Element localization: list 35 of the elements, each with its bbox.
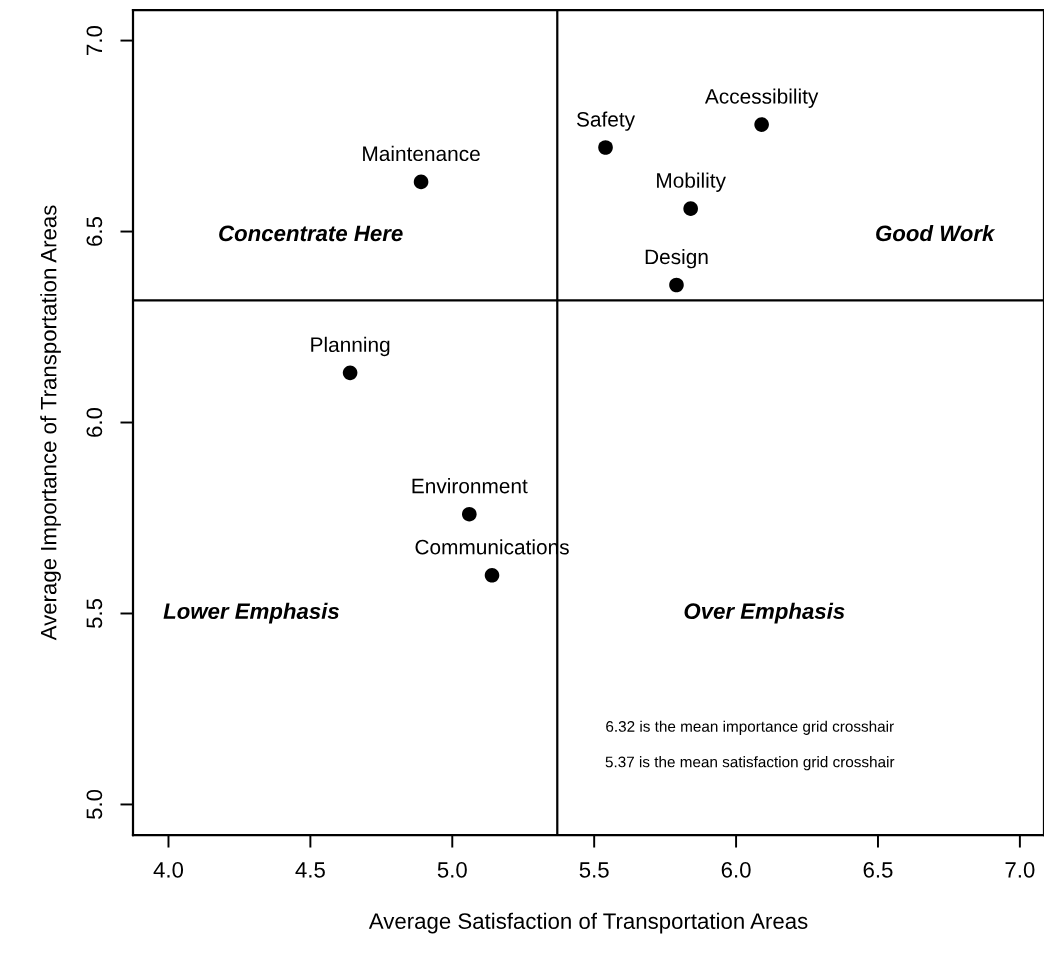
y-tick-label: 5.5: [86, 598, 103, 629]
x-tick-label: 4.0: [153, 861, 184, 878]
annotation: Design: [645, 248, 708, 269]
annotation: 6.32 is the mean importance grid crosshair: [606, 720, 894, 735]
point: [669, 277, 684, 293]
annotation: Safety: [576, 111, 636, 131]
x-tick-label: 4.5: [295, 862, 325, 878]
y-tick-label: 5.0: [86, 789, 103, 820]
point: [342, 365, 358, 381]
annotation: 5.37 is the mean satisfaction grid crosshair: [605, 756, 895, 771]
annotation: Good Work: [876, 224, 996, 242]
x-axis-title: Average Satisfaction of Transportation Areas: [368, 912, 808, 934]
x-tick-label: 6.0: [721, 861, 751, 878]
point: [413, 174, 429, 190]
point: [598, 140, 613, 155]
annotation: Concentrate Here: [219, 225, 403, 242]
x-tick-label: 5.5: [579, 862, 609, 878]
annotation: Lower Emphasis: [163, 602, 339, 624]
annotation: Environment: [412, 478, 528, 494]
point: [462, 506, 477, 522]
annotation: Maintenance: [363, 145, 480, 162]
annotation: Over Emphasis: [684, 602, 845, 624]
annotation: Planning: [311, 336, 390, 357]
annotation: Mobility: [657, 172, 726, 192]
x-tick-label: 7.0: [1005, 861, 1035, 878]
y-tick-label: 7.0: [86, 25, 103, 55]
y-tick-label: 6.0: [86, 407, 103, 437]
annotation: Accessibility: [704, 88, 819, 108]
point: [484, 568, 500, 583]
x-tick-label: 5.0: [437, 861, 467, 878]
y-axis-title: Average Importance of Transportation Areas: [40, 205, 61, 641]
y-tick-label: 6.5: [86, 217, 103, 246]
point: [683, 201, 698, 216]
point: [754, 117, 769, 132]
x-tick-label: 6.5: [863, 861, 893, 878]
